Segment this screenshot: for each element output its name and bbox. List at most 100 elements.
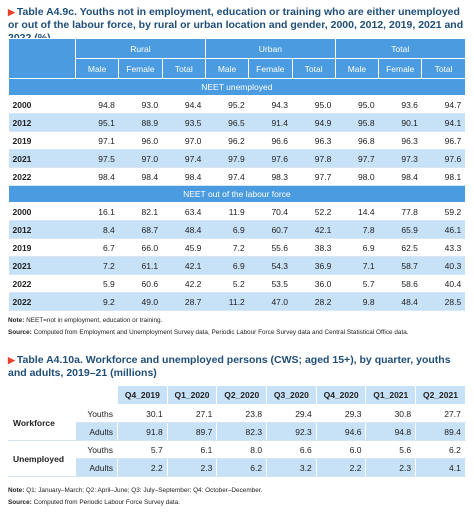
cell-value: 48.4 xyxy=(378,292,422,311)
cell-value: 97.4 xyxy=(162,149,206,168)
cell-value: 2.3 xyxy=(365,458,417,477)
cell-value: 42.1 xyxy=(292,220,336,239)
cell-value: 30.8 xyxy=(365,404,417,423)
cell-value: 97.8 xyxy=(292,149,336,168)
cell-value: 42.1 xyxy=(162,256,206,275)
table-title: ▶ Table A4.10a. Workforce and unemployed … xyxy=(8,354,464,380)
cell-value: 6.9 xyxy=(205,220,249,239)
row-label: 2000 xyxy=(8,95,76,114)
section-row: NEET out of the labour force xyxy=(8,185,466,203)
cell-value: 98.4 xyxy=(75,167,119,186)
cell-value: 91.4 xyxy=(248,113,292,132)
header-row: Rural Urban Total xyxy=(8,38,466,79)
data-row: Adults 2.2 2.3 6.2 3.2 2.2 2.3 4.1 xyxy=(9,458,466,477)
cell-value: 6.2 xyxy=(415,440,466,459)
column-header: Q2_2020 xyxy=(216,385,268,405)
row-label: Youths xyxy=(75,440,118,459)
cell-value: 97.5 xyxy=(75,149,119,168)
cell-value: 94.4 xyxy=(162,95,206,114)
cell-value: 7.1 xyxy=(335,256,379,275)
cell-value: 6.1 xyxy=(166,440,218,459)
cell-value: 3.2 xyxy=(266,458,317,477)
cell-value: 8.4 xyxy=(75,220,119,239)
cell-value: 70.4 xyxy=(248,202,292,221)
cell-value: 6.9 xyxy=(205,256,249,275)
cell-value: 94.7 xyxy=(421,95,466,114)
row-label: Adults xyxy=(75,458,118,477)
row-label: 2000 xyxy=(8,202,76,221)
cell-value: 97.6 xyxy=(248,149,292,168)
cell-value: 16.1 xyxy=(75,202,119,221)
cell-value: 38.3 xyxy=(292,238,336,257)
cell-value: 58.6 xyxy=(378,274,422,293)
cell-value: 36.9 xyxy=(292,256,336,275)
column-header: Male xyxy=(204,58,250,79)
cell-value: 96.6 xyxy=(248,131,292,150)
row-label: 2019 xyxy=(8,131,76,150)
cell-value: 65.9 xyxy=(378,220,422,239)
cell-value: 6.9 xyxy=(335,238,379,257)
cell-value: 98.0 xyxy=(335,167,379,186)
cell-value: 96.3 xyxy=(378,131,422,150)
cell-value: 47.0 xyxy=(248,292,292,311)
cell-value: 5.9 xyxy=(75,274,119,293)
cell-value: 9.8 xyxy=(335,292,379,311)
table-header: Q4_2019 Q1_2020 Q2_2020 Q3_2020 Q4_2020 Q1_20… xyxy=(8,385,466,405)
cell-value: 97.1 xyxy=(75,131,119,150)
column-header: Total xyxy=(161,58,206,79)
source: Source: Computed from Periodic Labour Fo… xyxy=(8,497,468,509)
cell-value: 97.3 xyxy=(378,149,422,168)
cell-value: 93.6 xyxy=(378,95,422,114)
section-heading: NEET out of the labour force xyxy=(8,185,466,203)
group-header: Urban xyxy=(204,38,336,59)
cell-value: 14.4 xyxy=(335,202,379,221)
data-row: Workforce Youths 30.1 27.1 23.8 29.4 29.3 30.8 2… xyxy=(8,404,466,441)
column-header: Total xyxy=(421,58,466,79)
cell-value: 68.7 xyxy=(118,220,163,239)
cell-value: 91.8 xyxy=(117,422,168,441)
cell-value: 43.3 xyxy=(421,238,466,257)
cell-value: 45.9 xyxy=(162,238,206,257)
cell-value: 94.6 xyxy=(315,422,367,441)
cell-value: 60.7 xyxy=(248,220,292,239)
column-header: Q4_2019 xyxy=(117,385,168,405)
cell-value: 98.3 xyxy=(248,167,292,186)
cell-value: 97.9 xyxy=(205,149,249,168)
row-label: 2012 xyxy=(8,113,76,132)
data-row: 2000 16.1 82.1 63.4 11.9 70.4 52.2 14.4 77.8 59.2 xyxy=(8,202,466,221)
column-header: Female xyxy=(248,58,293,79)
cell-value: 88.9 xyxy=(118,113,163,132)
cell-value: 59.2 xyxy=(421,202,466,221)
group-label: Workforce xyxy=(8,404,76,441)
table-body: Workforce Youths 30.1 27.1 23.8 29.4 29.3 30.8 2… xyxy=(8,404,466,477)
cell-value: 5.7 xyxy=(117,440,168,459)
data-row: 2000 94.8 93.0 94.4 95.2 94.3 95.0 95.0 93.6 94.7 xyxy=(8,95,466,114)
data-row: 2021 97.5 97.0 97.4 97.9 97.6 97.8 97.7 97.3 97.6 xyxy=(8,149,466,168)
cell-value: 28.5 xyxy=(421,292,466,311)
cell-value: 8.0 xyxy=(216,440,268,459)
cell-value: 48.4 xyxy=(162,220,206,239)
cell-value: 97.7 xyxy=(335,149,379,168)
cell-value: 5.2 xyxy=(205,274,249,293)
note-text: Q1: January–March; Q2: April–June; Q3: J… xyxy=(26,487,263,494)
cell-value: 40.4 xyxy=(421,274,466,293)
table-header: Rural Urban Total Male Female Total Male Female… xyxy=(8,38,466,79)
row-label: 2022 xyxy=(8,167,76,186)
cell-value: 40.3 xyxy=(421,256,466,275)
cell-value: 9.2 xyxy=(75,292,119,311)
cell-value: 54.3 xyxy=(248,256,292,275)
cell-value: 29.4 xyxy=(266,404,317,423)
data-row: Adults 91.8 89.7 82.3 92.3 94.6 94.8 89.4 xyxy=(9,422,466,441)
title-icon: ▶ xyxy=(8,7,15,17)
cell-value: 82.3 xyxy=(216,422,268,441)
table-body: NEET unemployed 2000 94.8 93.0 94.4 95.2 94.3 9… xyxy=(8,78,466,311)
cell-value: 5.7 xyxy=(335,274,379,293)
cell-value: 6.6 xyxy=(266,440,317,459)
cell-value: 53.5 xyxy=(248,274,292,293)
row-label: Adults xyxy=(75,422,118,441)
cell-value: 95.0 xyxy=(292,95,336,114)
cell-value: 2.2 xyxy=(315,458,367,477)
cell-value: 96.2 xyxy=(205,131,249,150)
cell-value: 77.8 xyxy=(378,202,422,221)
notes: Note: Q1: January–March; Q2: April–June;… xyxy=(8,485,468,509)
